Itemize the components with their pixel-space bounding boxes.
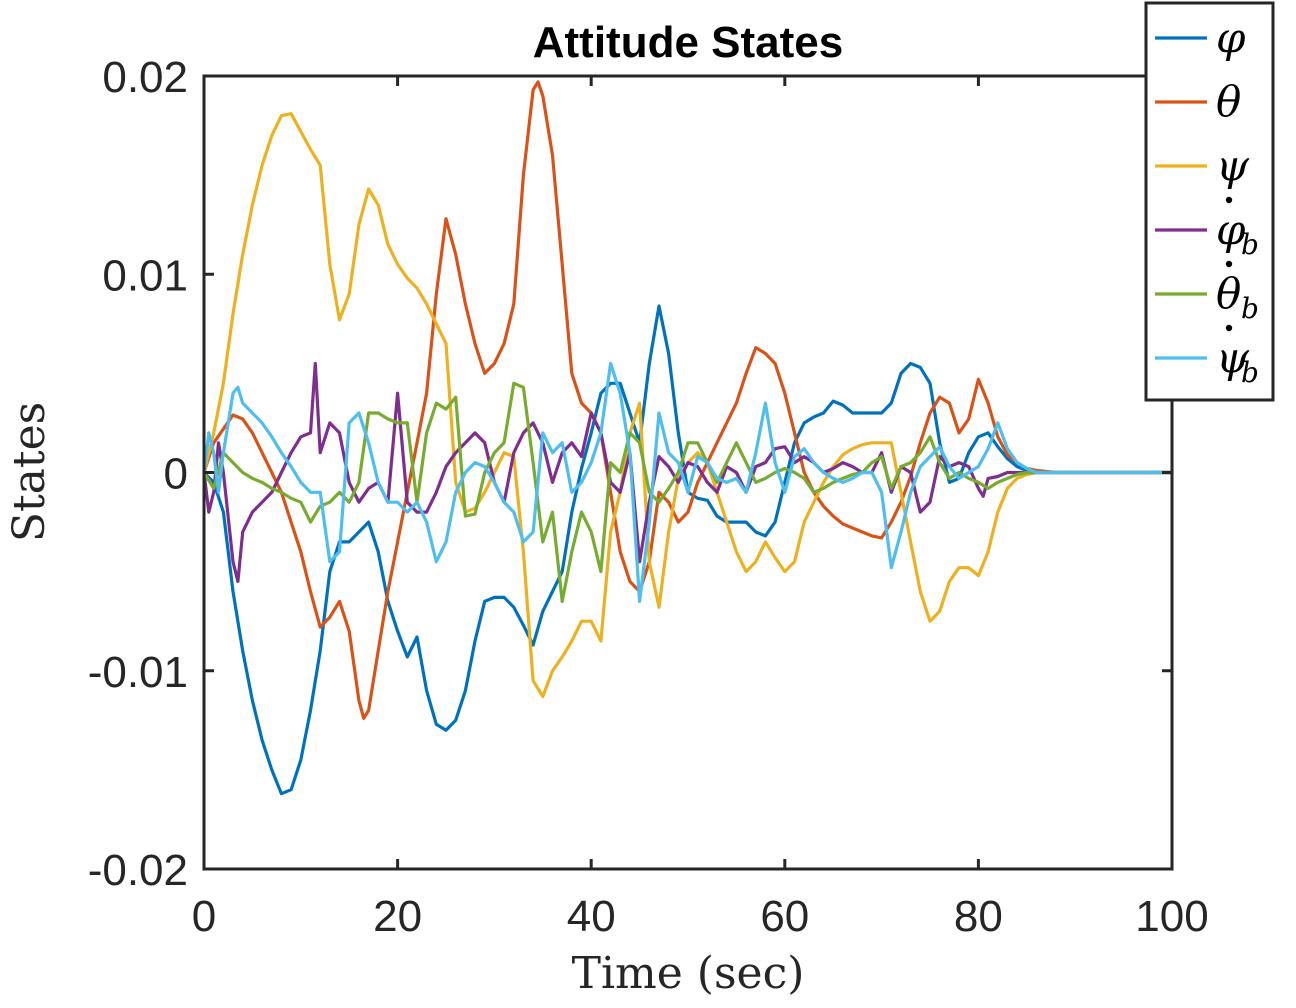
legend-item-dot-psi-b: ψb (1155, 324, 1259, 389)
x-axis-label: Time (sec) (572, 948, 805, 999)
legend-subscript: b (1241, 356, 1259, 389)
series-line-theta (204, 80, 1172, 720)
y-tick-label: 0.01 (102, 251, 188, 300)
y-tick-label: 0 (164, 450, 188, 499)
x-tick-label: 60 (760, 892, 809, 941)
y-tick-label: -0.01 (88, 648, 188, 697)
legend-dot-accent (1225, 260, 1233, 268)
legend-dot-accent (1225, 324, 1233, 332)
y-axis-label: States (4, 402, 55, 542)
series-line-dot-psi-b (204, 361, 1172, 603)
x-tick-label: 40 (567, 892, 616, 941)
legend-item-theta: θ (1155, 77, 1241, 126)
legend-label: θ (1216, 269, 1241, 318)
chart-title: Attitude States (533, 18, 843, 67)
legend-label: ψ (1216, 141, 1250, 190)
legend-item-phi: φ (1155, 13, 1246, 62)
x-tick-label: 0 (192, 892, 216, 941)
legend-item-dot-phi-b: φb (1155, 196, 1259, 261)
legend-label: ψ (1216, 333, 1250, 382)
legend-label: φ (1216, 13, 1246, 62)
x-tick-label: 20 (373, 892, 422, 941)
series-line-psi (204, 112, 1172, 699)
legend-dot-accent (1225, 196, 1233, 204)
legend-subscript: b (1241, 292, 1259, 325)
y-tick-label: 0.02 (102, 53, 188, 102)
legend-box (1144, 1, 1275, 402)
legend-item-psi: ψ (1155, 141, 1250, 190)
y-tick-label: -0.02 (88, 846, 188, 895)
legend-subscript: b (1241, 228, 1259, 261)
series-line-phi (204, 304, 1172, 796)
x-tick-label: 100 (1135, 892, 1208, 941)
x-tick-label: 80 (954, 892, 1003, 941)
legend-label: φ (1216, 205, 1246, 254)
legend-label: θ (1216, 77, 1241, 126)
